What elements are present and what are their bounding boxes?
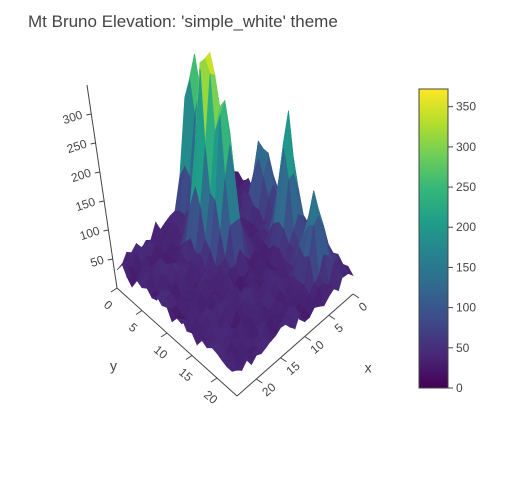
colorbar-tick-label: 350 bbox=[456, 100, 476, 114]
colorbar-bar bbox=[418, 88, 449, 389]
y-tick-mark bbox=[110, 287, 118, 293]
chart-title: Mt Bruno Elevation: 'simple_white' theme bbox=[28, 12, 338, 31]
x-tick-mark bbox=[328, 314, 336, 320]
z-tick-mark bbox=[99, 200, 105, 203]
colorbar-ticks: 0 50 100 150 200 250 300 350 bbox=[448, 100, 476, 395]
colorbar-tick-label: 300 bbox=[456, 140, 476, 154]
x-tick-mark bbox=[304, 336, 311, 341]
x-tick-mark bbox=[256, 378, 263, 384]
y-tick-label: 10 bbox=[151, 343, 170, 363]
z-tick-label: 300 bbox=[61, 107, 85, 127]
x-tick-label: 0 bbox=[356, 299, 370, 314]
z-tick-mark bbox=[103, 229, 109, 232]
y-tick-mark bbox=[160, 332, 168, 338]
colorbar-tick-label: 50 bbox=[456, 341, 470, 355]
surface[interactable] bbox=[116, 51, 354, 372]
y-tick-label: 0 bbox=[101, 298, 115, 313]
z-tick-mark bbox=[94, 171, 100, 174]
y-tick-mark bbox=[210, 377, 218, 383]
z-tick-mark bbox=[86, 113, 92, 116]
colorbar-tick-label: 200 bbox=[456, 220, 476, 234]
colorbar-tick-label: 0 bbox=[456, 381, 463, 395]
colorbar-tick-label: 250 bbox=[456, 180, 476, 194]
y-tick-label: 20 bbox=[201, 388, 220, 408]
z-tick-label: 100 bbox=[78, 223, 102, 243]
y-tick-mark bbox=[135, 310, 143, 315]
colorbar-tick-label: 100 bbox=[456, 301, 476, 315]
z-tick-label: 250 bbox=[65, 136, 89, 156]
colorbar: 0 50 100 150 200 250 300 350 bbox=[418, 88, 476, 395]
y-axis-title: y bbox=[110, 358, 117, 374]
z-tick-mark bbox=[90, 142, 96, 145]
x-tick-mark bbox=[352, 293, 360, 299]
z-tick-label: 150 bbox=[74, 194, 98, 214]
x-axis-title: x bbox=[365, 360, 372, 376]
y-tick-label: 15 bbox=[176, 365, 195, 385]
y-tick-label: 5 bbox=[126, 320, 140, 335]
surface-patch[interactable] bbox=[231, 368, 242, 372]
colorbar-tick-label: 150 bbox=[456, 260, 476, 274]
y-tick-mark bbox=[185, 355, 193, 360]
x-tick-mark bbox=[280, 357, 287, 363]
z-tick-label: 50 bbox=[89, 252, 106, 270]
x-tick-label: 5 bbox=[332, 320, 346, 335]
z-tick-label: 200 bbox=[69, 165, 93, 185]
z-tick-mark bbox=[107, 258, 113, 261]
z-axis-line bbox=[86, 84, 118, 289]
